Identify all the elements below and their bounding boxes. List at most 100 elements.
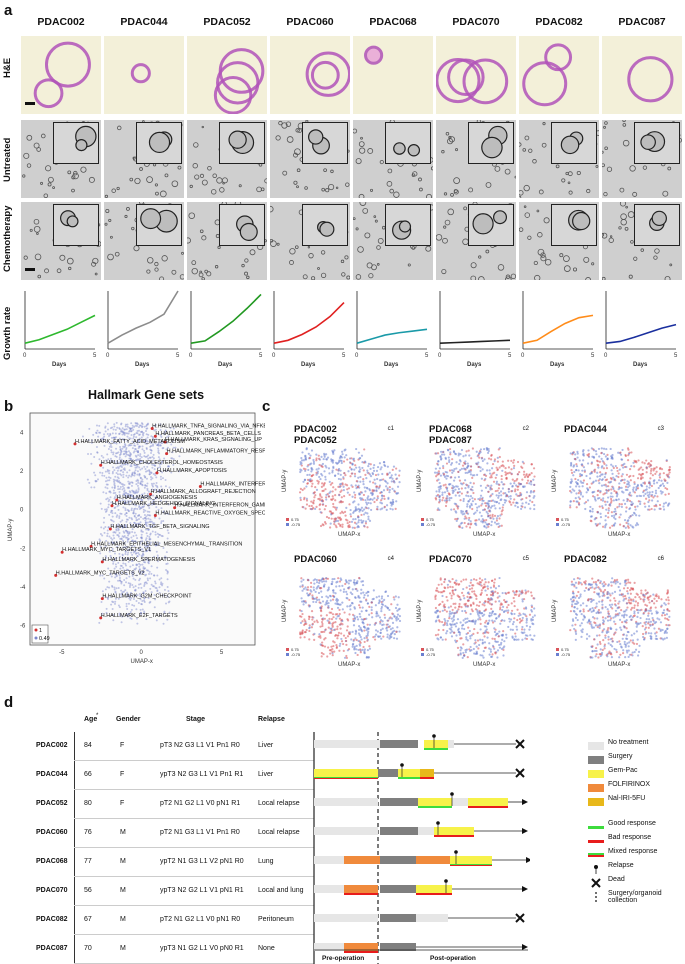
relapse-marker: [436, 821, 440, 825]
chemo-image-tile: [270, 202, 350, 280]
sample-label: PDAC068: [369, 16, 417, 28]
relapse-marker: [454, 850, 458, 854]
annotated-point: [155, 471, 159, 475]
gene-set-label: H.HALLMARK_INFLAMMATORY_RESPONSE: [167, 449, 265, 455]
table-cell-age: 80: [84, 800, 92, 807]
surgery_collection-swatch: [588, 889, 604, 902]
surgery-bar: [380, 798, 418, 806]
surgery-swatch: [588, 752, 604, 764]
cluster-umap-panel: PDAC044 c3 UMAP-x UMAP-y 0.75 -0.75: [550, 410, 682, 538]
cluster-umap-panel: PDAC002 PDAC052 c1 UMAP-x UMAP-y 0.75 -0.75: [280, 410, 412, 538]
annotated-point: [149, 492, 153, 496]
table-cell-gender: M: [120, 887, 126, 894]
y-axis-label: UMAP-y: [8, 519, 14, 541]
gene-set-label: H.HALLMARK_TGF_BETA_SIGNALING: [110, 524, 209, 530]
timeline-row: [314, 763, 525, 779]
timeline-row: [314, 879, 528, 895]
x-tick-label: -5: [59, 650, 65, 656]
row-divider: [74, 760, 314, 761]
sample-label: PDAC087: [618, 16, 666, 28]
cluster-id: c5: [522, 556, 529, 562]
gene-set-label: H.HALLMARK_E2F_TARGETS: [101, 613, 178, 619]
folfirinox-bar: [416, 856, 450, 864]
surgery-bar: [380, 856, 416, 864]
arrow-head: [522, 944, 528, 950]
untreated-image-tile: [21, 120, 101, 198]
row-label-he: H&E: [2, 57, 13, 78]
chemo-image-tile: [436, 202, 516, 280]
he-image-tile: [187, 36, 267, 114]
table-cell-id: PDAC068: [36, 858, 68, 865]
chemo-image-tile: [353, 202, 433, 280]
nal_iri-legend-label: Nal-IRI-5FU: [608, 795, 646, 802]
series-line: [356, 328, 428, 344]
x-tick-label: 5: [674, 353, 678, 359]
legend-marker: [556, 523, 559, 526]
timeline-row: [314, 943, 528, 953]
y-tick-label: 4: [20, 430, 24, 436]
legend-label: 0.75: [291, 517, 300, 522]
series-line: [190, 293, 262, 344]
timeline-row: [314, 821, 528, 837]
gene-set-label: H.HALLMARK_G2M_CHECKPOINT: [102, 594, 192, 600]
legend-label: -0.75: [426, 522, 436, 527]
relapse-swatch: [588, 861, 604, 874]
cluster-id: c6: [657, 556, 664, 562]
annotated-point: [108, 527, 112, 531]
annotated-point: [150, 426, 154, 430]
x-axis-label: Days: [384, 362, 399, 368]
cluster-sample-label: PDAC068: [429, 424, 472, 435]
gem_pac-bar: [416, 885, 452, 893]
x-tick-label: 5: [342, 353, 346, 359]
legend-marker: [556, 653, 559, 656]
x-tick-label: 5: [176, 353, 180, 359]
sample-label: PDAC082: [535, 16, 583, 28]
y-axis-label: UMAP-y: [417, 470, 423, 492]
he-image-tile: [104, 36, 184, 114]
table-cell-age: 56: [84, 887, 92, 894]
legend-marker: [34, 628, 38, 632]
annotated-point: [173, 506, 177, 510]
sample-label: PDAC070: [452, 16, 500, 28]
no_treatment-bar: [314, 856, 344, 864]
growth-chart: 0 5 Days: [272, 291, 346, 368]
untreated-image-tile: [602, 120, 682, 198]
gene-set-label: H.HALLMARK_PANCREAS_BETA_CELLS: [155, 431, 261, 437]
no_treatment-bar: [314, 798, 378, 806]
chemo-image-tile: [519, 202, 599, 280]
annotated-point: [89, 544, 93, 548]
annotated-point: [99, 616, 103, 620]
arrow-head: [522, 828, 528, 834]
row-label-chemotherapy: Chemotherapy: [2, 205, 13, 272]
x-tick-label: 5: [508, 353, 512, 359]
bad-swatch: [588, 833, 604, 843]
series-line: [107, 290, 179, 344]
dead-legend-label: Dead: [608, 876, 625, 883]
cluster-id: c3: [657, 426, 664, 432]
row-divider: [74, 876, 314, 877]
legend-marker: [421, 653, 424, 656]
scale-bar: [25, 268, 35, 271]
relapse-marker: [400, 763, 404, 767]
he-image-tile: [436, 36, 516, 114]
table-cell-stage: pT2 N1 G3 L1 V1 Pn1 R0: [160, 829, 240, 836]
no_treatment-bar: [314, 740, 394, 748]
bad-response-bar: [344, 951, 378, 953]
x-axis-label: UMAP-x: [608, 532, 630, 538]
growth-chart: 0 5 Days: [23, 291, 97, 368]
table-cell-gender: F: [120, 771, 125, 778]
chemo-image-tile: [21, 202, 101, 280]
table-header-stage: Stage: [186, 716, 206, 723]
series-line: [522, 314, 594, 344]
gem_pac-bar: [450, 856, 492, 864]
legend-marker: [286, 653, 289, 656]
row-divider: [74, 905, 314, 906]
x-tick-label: 0: [140, 650, 144, 656]
gene-set-label: H.HALLMARK_MYC_TARGETS_V2: [56, 570, 145, 576]
timeline-row: [314, 734, 525, 750]
good-response-bar: [398, 777, 420, 779]
he-image-tile: [270, 36, 350, 114]
annotated-point: [153, 513, 157, 517]
gem_pac-bar: [398, 769, 420, 777]
zoom-inset: [302, 204, 348, 246]
